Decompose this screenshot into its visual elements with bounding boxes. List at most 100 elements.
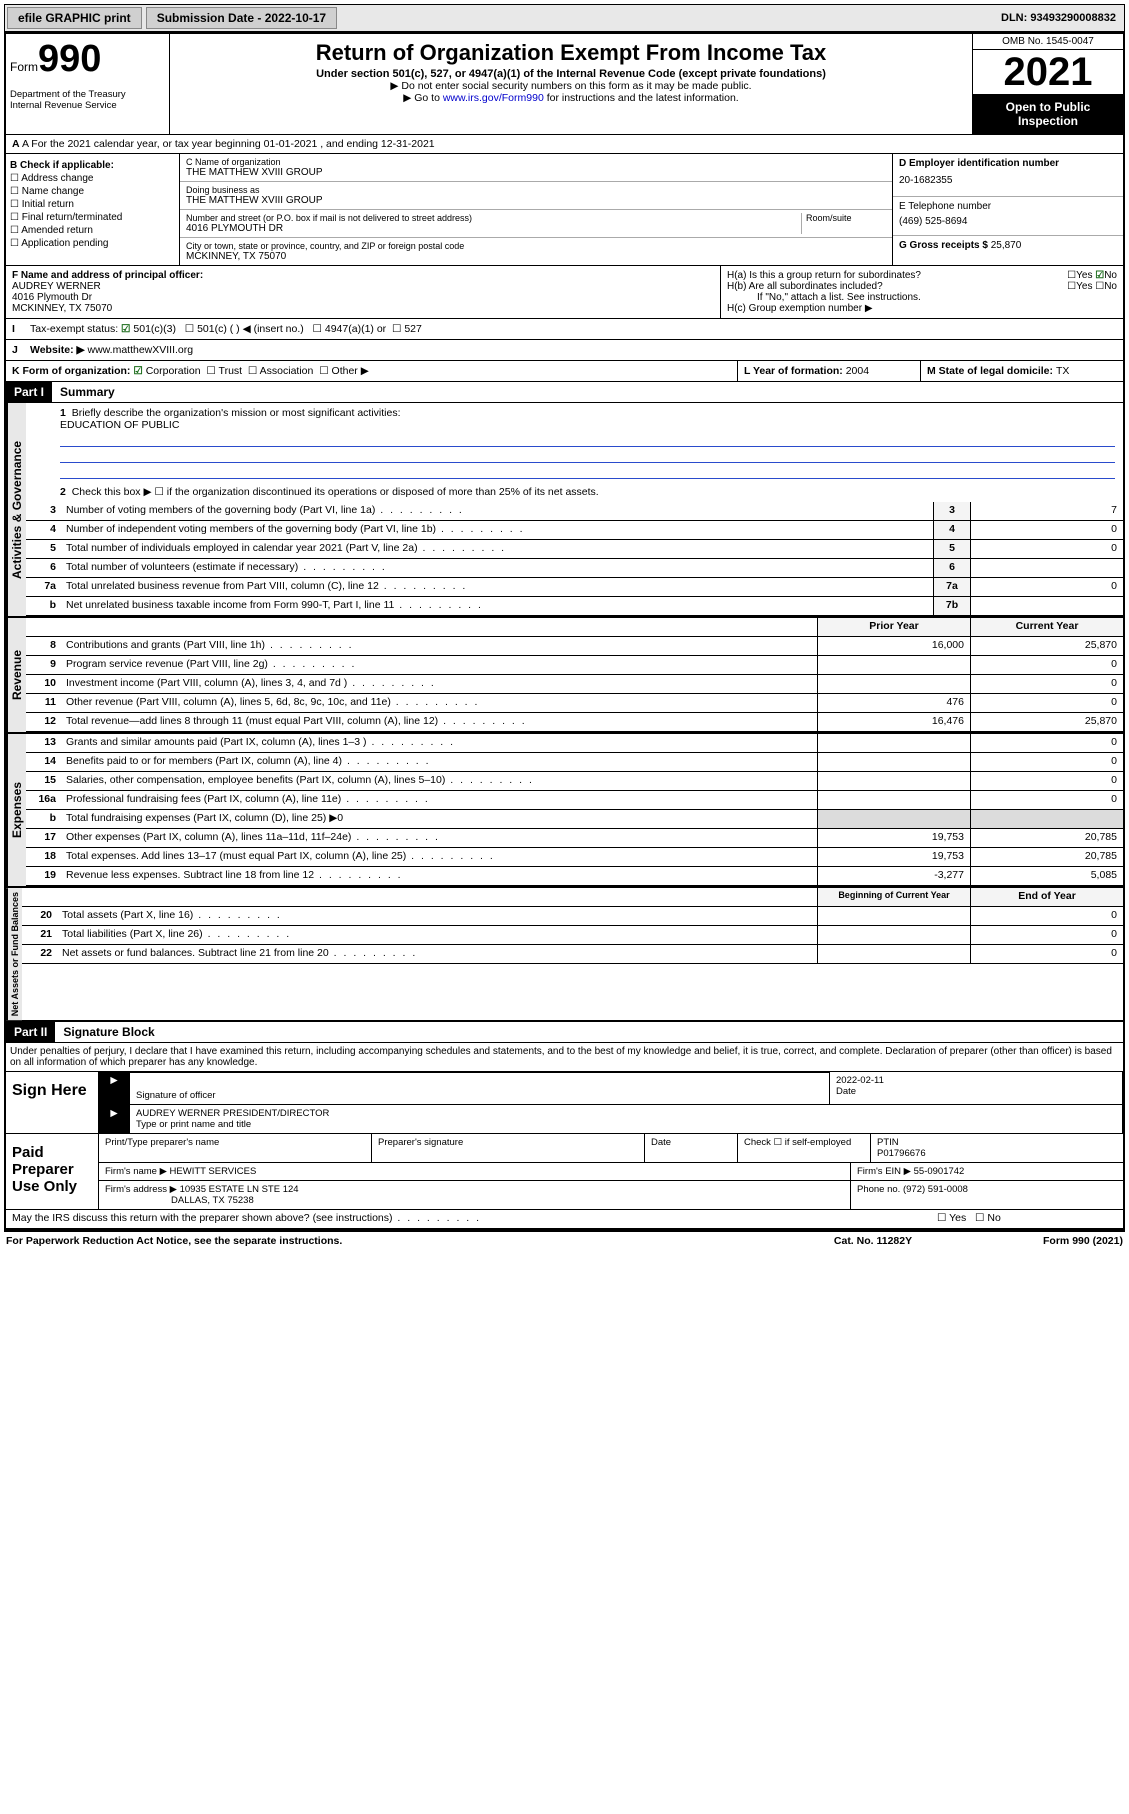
exp-line-14: 14Benefits paid to or for members (Part … <box>26 753 1123 772</box>
rev-hdr: Prior Year Current Year <box>26 618 1123 637</box>
chk-name[interactable]: Name change <box>10 186 175 197</box>
exp-line-18: 18Total expenses. Add lines 13–17 (must … <box>26 848 1123 867</box>
discuss-yes[interactable]: Yes <box>949 1212 966 1224</box>
mline1 <box>60 432 1115 447</box>
header-row: Form990 Department of the Treasury Inter… <box>6 34 1123 135</box>
c-addr-val: 4016 PLYMOUTH DR <box>186 223 801 234</box>
sig-date-lbl: Date <box>836 1086 1116 1097</box>
part1-title: Summary <box>52 382 123 402</box>
i-lbl: Tax-exempt status: <box>30 323 118 335</box>
part1-num: Part I <box>6 382 52 402</box>
d-tel-lbl: E Telephone number <box>899 201 1117 212</box>
chk-app[interactable]: Application pending <box>10 238 175 249</box>
part1-hdr: Part I Summary <box>6 382 1123 403</box>
vlab-exp: Expenses <box>6 734 26 886</box>
ptin-lbl: PTIN <box>877 1137 899 1148</box>
sig-name-lbl: Type or print name and title <box>136 1119 1116 1130</box>
ptin-val: P01796676 <box>877 1148 926 1159</box>
sec-net-body: Beginning of Current Year End of Year 20… <box>22 888 1123 1020</box>
line1: 1 Briefly describe the organization's mi… <box>26 403 1123 482</box>
k-o2: Trust <box>219 365 243 377</box>
sign-here-row: Sign Here ▶ Signature of officer 2022-02… <box>6 1072 1123 1134</box>
row-a-txt: A For the 2021 calendar year, or tax yea… <box>22 138 435 150</box>
vlab-net: Net Assets or Fund Balances <box>6 888 22 1020</box>
m-val: TX <box>1056 365 1069 377</box>
f-lbl: F Name and address of principal officer: <box>12 270 203 281</box>
sec-exp: Expenses 13Grants and similar amounts pa… <box>6 734 1123 888</box>
chk-final[interactable]: Final return/terminated <box>10 212 175 223</box>
dln: DLN: 93493290008832 <box>1001 12 1124 24</box>
gov-line-4: 4Number of independent voting members of… <box>26 521 1123 540</box>
foot-m: Cat. No. 11282Y <box>773 1235 973 1247</box>
sec-gov: Activities & Governance 1 Briefly descri… <box>6 403 1123 618</box>
row-fh: F Name and address of principal officer:… <box>6 266 1123 319</box>
c-city: City or town, state or province, country… <box>180 238 892 265</box>
i-o1: 501(c)(3) <box>133 323 176 335</box>
dept: Department of the Treasury Internal Reve… <box>10 89 165 111</box>
gov-line-b: bNet unrelated business taxable income f… <box>26 597 1123 616</box>
form-outer: Form990 Department of the Treasury Inter… <box>4 32 1125 1232</box>
year-box: OMB No. 1545-0047 2021 Open to Public In… <box>972 34 1123 134</box>
c-city-val: MCKINNEY, TX 75070 <box>186 251 886 262</box>
l-val: 2004 <box>846 365 869 377</box>
d-ein-lbl: D Employer identification number <box>899 158 1059 169</box>
ha: H(a) Is this a group return for subordin… <box>727 270 1117 281</box>
efile-btn[interactable]: efile GRAPHIC print <box>7 7 142 29</box>
form-num: 990 <box>38 38 101 80</box>
irs-link[interactable]: www.irs.gov/Form990 <box>443 92 544 104</box>
arrow-icon: ▶ <box>99 1072 130 1104</box>
k-o1: Corporation <box>146 365 201 377</box>
mline3 <box>60 464 1115 479</box>
d-gross: G Gross receipts $ 25,870 <box>893 236 1123 255</box>
row-klm: K Form of organization: ☑ Corporation ☐ … <box>6 361 1123 382</box>
rev-line-8: 8Contributions and grants (Part VIII, li… <box>26 637 1123 656</box>
subdate-btn[interactable]: Submission Date - 2022-10-17 <box>146 7 337 29</box>
paid-c4a: Check ☐ if self-employed <box>738 1134 871 1162</box>
exp-line-15: 15Salaries, other compensation, employee… <box>26 772 1123 791</box>
i-o2: 501(c) ( ) ◀ (insert no.) <box>197 323 304 335</box>
discuss-txt: May the IRS discuss this return with the… <box>6 1210 931 1228</box>
rev-line-11: 11Other revenue (Part VIII, column (A), … <box>26 694 1123 713</box>
gov-line-7a: 7aTotal unrelated business revenue from … <box>26 578 1123 597</box>
sign-cells: ▶ Signature of officer 2022-02-11 Date ▶… <box>99 1072 1123 1133</box>
col-c: C Name of organization THE MATTHEW XVIII… <box>180 154 893 265</box>
d-gross-val: 25,870 <box>991 240 1022 251</box>
f-addr2: MCKINNEY, TX 75070 <box>12 303 714 314</box>
hb-note: If "No," attach a list. See instructions… <box>727 292 1117 303</box>
gov-line-6: 6Total number of volunteers (estimate if… <box>26 559 1123 578</box>
chk-addr[interactable]: Address change <box>10 173 175 184</box>
part2-title: Signature Block <box>55 1022 162 1042</box>
l-lbl: L Year of formation: <box>744 365 846 377</box>
chk-amended[interactable]: Amended return <box>10 225 175 236</box>
rev-line-10: 10Investment income (Part VIII, column (… <box>26 675 1123 694</box>
j-lbl: Website: ▶ <box>30 344 85 356</box>
l1-txt: Briefly describe the organization's miss… <box>72 407 401 419</box>
chk-initial[interactable]: Initial return <box>10 199 175 210</box>
net-hdr: Beginning of Current Year End of Year <box>22 888 1123 907</box>
paid-c2: Preparer's signature <box>372 1134 645 1162</box>
sig-officer-lbl: Signature of officer <box>136 1090 823 1101</box>
end-hdr: End of Year <box>970 888 1123 906</box>
exp-line-17: 17Other expenses (Part IX, column (A), l… <box>26 829 1123 848</box>
topbar: efile GRAPHIC print Submission Date - 20… <box>4 4 1125 32</box>
c-name-val: THE MATTHEW XVIII GROUP <box>186 167 886 178</box>
d-tel: E Telephone number (469) 525-8694 <box>893 197 1123 236</box>
tax-year: 2021 <box>973 50 1123 94</box>
row-j: JWebsite: ▶ www.matthewXVIII.org <box>6 340 1123 361</box>
form-id-box: Form990 Department of the Treasury Inter… <box>6 34 170 134</box>
row-a: A A For the 2021 calendar year, or tax y… <box>6 135 1123 154</box>
sig-name: AUDREY WERNER PRESIDENT/DIRECTOR <box>136 1108 1116 1119</box>
paid-prep-row: Paid Preparer Use Only Print/Type prepar… <box>6 1134 1123 1210</box>
f-addr1: 4016 Plymouth Dr <box>12 292 714 303</box>
m-lbl: M State of legal domicile: <box>927 365 1056 377</box>
d-ein-val: 20-1682355 <box>899 169 1117 192</box>
beg-hdr: Beginning of Current Year <box>817 888 970 906</box>
col-h: H(a) Is this a group return for subordin… <box>721 266 1123 318</box>
sign-here-lbl: Sign Here <box>6 1072 99 1133</box>
col-d: D Employer identification number 20-1682… <box>893 154 1123 265</box>
i-o4: 527 <box>404 323 422 335</box>
exp-line-b: bTotal fundraising expenses (Part IX, co… <box>26 810 1123 829</box>
discuss-no[interactable]: No <box>987 1212 1000 1224</box>
hc: H(c) Group exemption number ▶ <box>727 303 1117 314</box>
firmein-lbl: Firm's EIN ▶ <box>857 1166 914 1177</box>
